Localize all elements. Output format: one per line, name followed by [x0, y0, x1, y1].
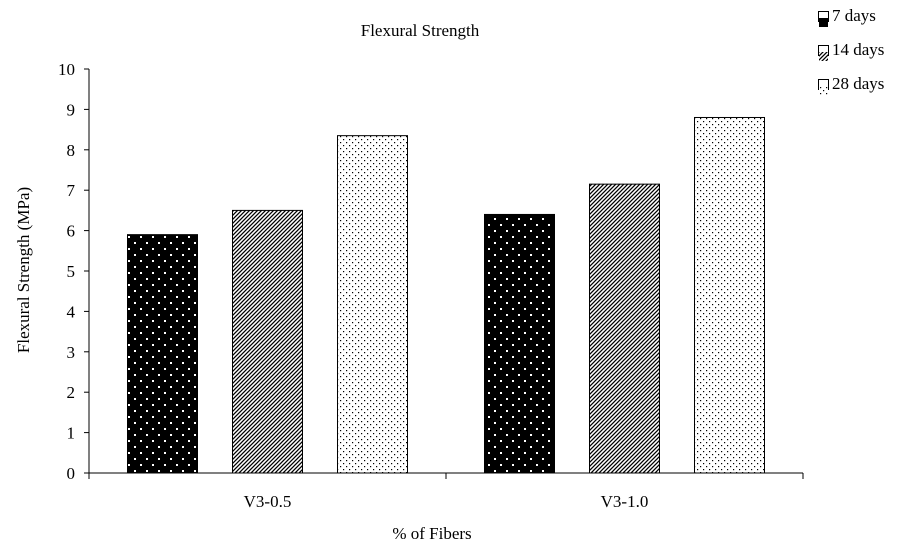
legend-swatch: [818, 78, 829, 95]
y-tick-label: 8: [67, 141, 76, 160]
bar-7-days-V3-1.0: [484, 213, 555, 474]
y-tick-label: 7: [67, 181, 76, 200]
x-axis-label: % of Fibers: [392, 524, 471, 543]
legend: 7 days 14 days 28 days: [818, 6, 884, 108]
y-tick-label: 9: [67, 100, 76, 119]
x-tick-label: V3-1.0: [601, 492, 649, 511]
bar-28-days-V3-0.5: [337, 135, 408, 474]
x-tick-label: V3-0.5: [244, 492, 292, 511]
y-tick-label: 0: [67, 464, 76, 483]
legend-swatch: [818, 44, 829, 61]
legend-item: 14 days: [818, 40, 885, 61]
y-tick-label: 4: [67, 302, 76, 321]
y-tick-label: 5: [67, 262, 76, 281]
bar-14-days-V3-0.5: [232, 209, 303, 474]
legend-label: 14 days: [832, 40, 885, 59]
y-tick-label: 2: [67, 383, 76, 402]
y-axis-label: Flexural Strength (MPa): [14, 187, 33, 353]
legend-item: 28 days: [818, 74, 885, 95]
y-tick-label: 10: [58, 60, 75, 79]
bar-7-days-V3-0.5: [127, 234, 198, 474]
legend-swatch: [818, 10, 829, 27]
legend-item: 7 days: [818, 6, 884, 27]
y-tick-label: 3: [67, 343, 76, 362]
y-tick-label: 1: [67, 424, 76, 443]
legend-label: 28 days: [832, 74, 885, 93]
chart-title: Flexural Strength: [361, 21, 480, 40]
plot-area: 0 1 2 3 4 5 6 7 8 9 10 V3-0.5 V3-1.0: [58, 60, 804, 511]
y-tick-label: 6: [67, 222, 76, 241]
bar-14-days-V3-1.0: [589, 183, 660, 474]
legend-label: 7 days: [832, 6, 876, 25]
bar-28-days-V3-1.0: [694, 116, 765, 474]
